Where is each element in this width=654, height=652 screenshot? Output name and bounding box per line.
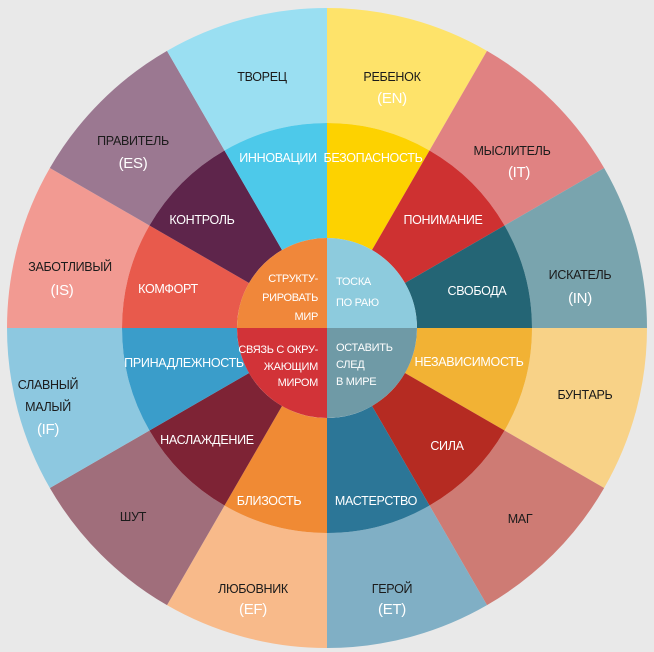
outer-code-child: (EN) [377, 90, 407, 107]
middle-label-intimacy: БЛИЗОСТЬ [237, 494, 302, 508]
outer-label-caregiver: ЗАБОТЛИВЫЙ [28, 259, 112, 274]
center-label-connection-2: ЖАЮЩИМ [264, 361, 318, 373]
center-label-structure: СТРУКТУ- [268, 273, 318, 285]
middle-label-safety: БЕЗОПАСНОСТЬ [323, 151, 422, 165]
outer-code-lover: (EF) [239, 601, 267, 618]
outer-label-ruler: ПРАВИТЕЛЬ [97, 134, 169, 148]
center-quadrant [327, 238, 417, 328]
center-label-legacy-2: СЛЕД [336, 359, 365, 371]
middle-segment [122, 328, 250, 431]
outer-segment [7, 168, 150, 328]
middle-label-belonging: ПРИНАДЛЕЖНОСТЬ [124, 356, 244, 370]
middle-label-innovation: ИННОВАЦИИ [239, 151, 317, 165]
outer-code-ruler: (ES) [119, 155, 148, 172]
center-quadrant [237, 328, 327, 418]
outer-segment [7, 328, 150, 488]
outer-segment [429, 50, 605, 226]
middle-segment [327, 405, 430, 533]
middle-label-understanding: ПОНИМАНИЕ [403, 213, 482, 227]
outer-label-lover: ЛЮБОВНИК [218, 582, 289, 596]
outer-label-thinker: МЫСЛИТЕЛЬ [474, 144, 551, 158]
outer-label-rebel: БУНТАРЬ [558, 388, 613, 402]
outer-label-hero: ГЕРОЙ [372, 581, 412, 596]
center-label-structure-3: МИР [294, 311, 318, 323]
middle-label-freedom: СВОБОДА [448, 284, 508, 298]
outer-label-seeker: ИСКАТЕЛЬ [549, 268, 612, 282]
middle-label-mastery: МАСТЕРСТВО [335, 494, 418, 508]
outer-label-everyman: СЛАВНЫЙ [18, 377, 78, 392]
outer-segment [504, 168, 647, 328]
middle-segment [404, 225, 532, 328]
middle-segment [149, 150, 282, 283]
outer-code-seeker: (IN) [568, 290, 592, 307]
middle-label-enjoyment: НАСЛАЖДЕНИЕ [160, 433, 254, 447]
middle-label-comfort: КОМФОРТ [138, 282, 198, 296]
middle-segment [372, 373, 505, 506]
outer-segment [167, 505, 327, 648]
middle-segment [404, 328, 532, 431]
outer-label-magician: МАГ [508, 512, 533, 526]
center-quadrant [327, 328, 417, 418]
outer-code-caregiver: (IS) [51, 282, 74, 299]
center-label-connection: СВЯЗЬ С ОКРУ- [238, 344, 318, 356]
outer-code-thinker: (IT) [508, 164, 530, 181]
outer-segment [429, 430, 605, 606]
center-label-legacy: ОСТАВИТЬ [336, 342, 393, 354]
center-quadrant [237, 238, 327, 328]
outer-code-everyman: (IF) [37, 421, 59, 438]
outer-segment [167, 7, 327, 151]
center-label-structure-2: РИРОВАТЬ [262, 292, 318, 304]
middle-segment [327, 123, 430, 251]
outer-label-child: РЕБЕНОК [363, 70, 421, 84]
outer-label-creator: ТВОРЕЦ [237, 70, 287, 84]
outer-segment [49, 50, 225, 226]
center-label-paradise: ТОСКА [336, 276, 372, 288]
outer-label-jester: ШУТ [120, 510, 147, 524]
outer-segment [327, 505, 487, 648]
middle-label-control: КОНТРОЛЬ [169, 213, 234, 227]
outer-segment [327, 8, 487, 151]
outer-segment [49, 430, 225, 606]
outer-code-hero: (ET) [378, 601, 406, 618]
middle-label-independence: НЕЗАВИСИМОСТЬ [415, 355, 524, 369]
center-label-connection-3: МИРОМ [278, 377, 319, 389]
center-label-legacy-3: В МИРЕ [336, 376, 376, 388]
center-label-paradise-2: ПО РАЮ [336, 297, 379, 309]
middle-segment [224, 123, 327, 251]
outer-label-everyman-2: МАЛЫЙ [25, 399, 71, 414]
middle-segment [149, 373, 282, 506]
middle-segment [372, 150, 505, 283]
middle-segment [122, 225, 250, 328]
middle-label-power: СИЛА [430, 439, 464, 453]
outer-segment [504, 328, 647, 488]
middle-segment [224, 405, 327, 533]
